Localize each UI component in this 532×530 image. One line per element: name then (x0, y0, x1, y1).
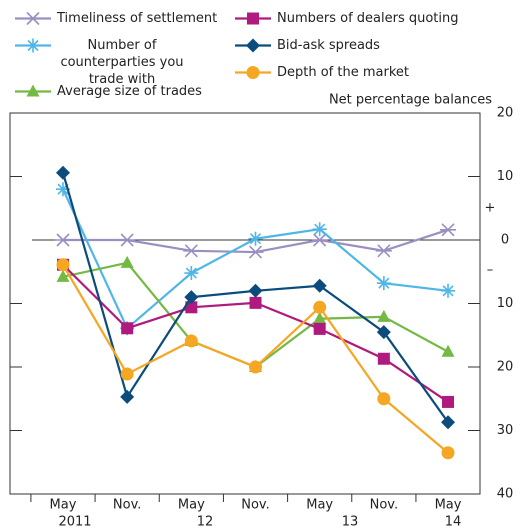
point (440, 223, 457, 237)
point (184, 290, 199, 305)
legend-label: Numbers of dealers quoting (277, 11, 459, 26)
point (441, 344, 455, 357)
x-tick-label: Nov. (241, 498, 270, 513)
x-tick-label: May (50, 498, 77, 513)
year-label: 13 (342, 515, 359, 530)
point (313, 300, 327, 314)
point (120, 255, 134, 268)
point (312, 222, 327, 237)
point (248, 231, 263, 246)
point (121, 322, 134, 335)
year-label: 14 (445, 515, 462, 530)
point (56, 258, 70, 272)
point (312, 278, 327, 293)
x-tick-label: May (178, 498, 205, 513)
legend-item: Timeliness of settlement (15, 10, 217, 27)
legend-label: Bid-ask spreads (277, 38, 380, 53)
y-tick-label: 10 (497, 296, 514, 311)
point (377, 352, 390, 365)
point (441, 415, 456, 430)
sign-label: – (487, 263, 494, 278)
y-tick-label: 10 (497, 169, 514, 184)
y-axis-label: Net percentage balances (329, 93, 492, 108)
legend-label: Number of counterparties you trade with (60, 38, 184, 87)
y-tick-label: 40 (497, 487, 514, 502)
legend-icon (15, 38, 51, 53)
legend-marker (247, 12, 259, 25)
y-tick-label: 20 (497, 360, 514, 375)
point (247, 245, 264, 259)
point (183, 244, 200, 258)
point (311, 233, 328, 247)
point (377, 309, 391, 322)
point (55, 233, 71, 247)
point (56, 182, 70, 197)
point (56, 165, 70, 180)
point (184, 334, 198, 348)
x-tick-label: May (306, 498, 333, 513)
year-label: 12 (197, 515, 214, 530)
point (120, 389, 135, 404)
point (313, 311, 327, 324)
point (119, 233, 136, 247)
legend-marker (26, 38, 40, 53)
legend-icon (235, 66, 271, 79)
legend-item: Bid-ask spreads (235, 37, 380, 54)
legend-marker (26, 84, 40, 97)
point (249, 360, 263, 374)
point (441, 446, 455, 460)
legend-label: Timeliness of settlement (57, 11, 218, 26)
sign-label: + (485, 201, 496, 216)
x-tick-label: Nov. (370, 498, 399, 513)
point (56, 269, 70, 282)
y-tick-label: 20 (497, 106, 514, 121)
legend-item: Average size of trades (15, 83, 202, 100)
legend-icon (235, 38, 271, 53)
y-tick-label: 30 (497, 423, 514, 438)
legend-marker (25, 11, 41, 26)
point (376, 276, 391, 291)
point (120, 367, 134, 381)
point (442, 395, 455, 408)
legend-icon (15, 84, 51, 97)
legend-icon (235, 12, 271, 25)
point (249, 296, 262, 309)
legend-icon (15, 11, 51, 26)
legend-marker (246, 38, 260, 53)
legend-label: Depth of the market (277, 65, 409, 80)
point (376, 325, 391, 340)
point (184, 266, 199, 281)
y-tick-label: 0 (501, 233, 509, 248)
point (377, 392, 391, 406)
year-label: 2011 (58, 515, 91, 530)
point (441, 283, 456, 298)
legend-label: Average size of trades (57, 84, 202, 99)
point (313, 322, 326, 335)
point (185, 301, 198, 314)
legend-item: Number of counterparties you trade with (15, 37, 187, 88)
legend-item: Depth of the market (235, 64, 409, 81)
x-tick-label: May (435, 498, 462, 513)
legend-item: Numbers of dealers quoting (235, 10, 459, 27)
point (248, 283, 263, 298)
legend-marker (246, 66, 260, 79)
x-tick-label: Nov. (113, 498, 142, 513)
point (375, 244, 392, 258)
